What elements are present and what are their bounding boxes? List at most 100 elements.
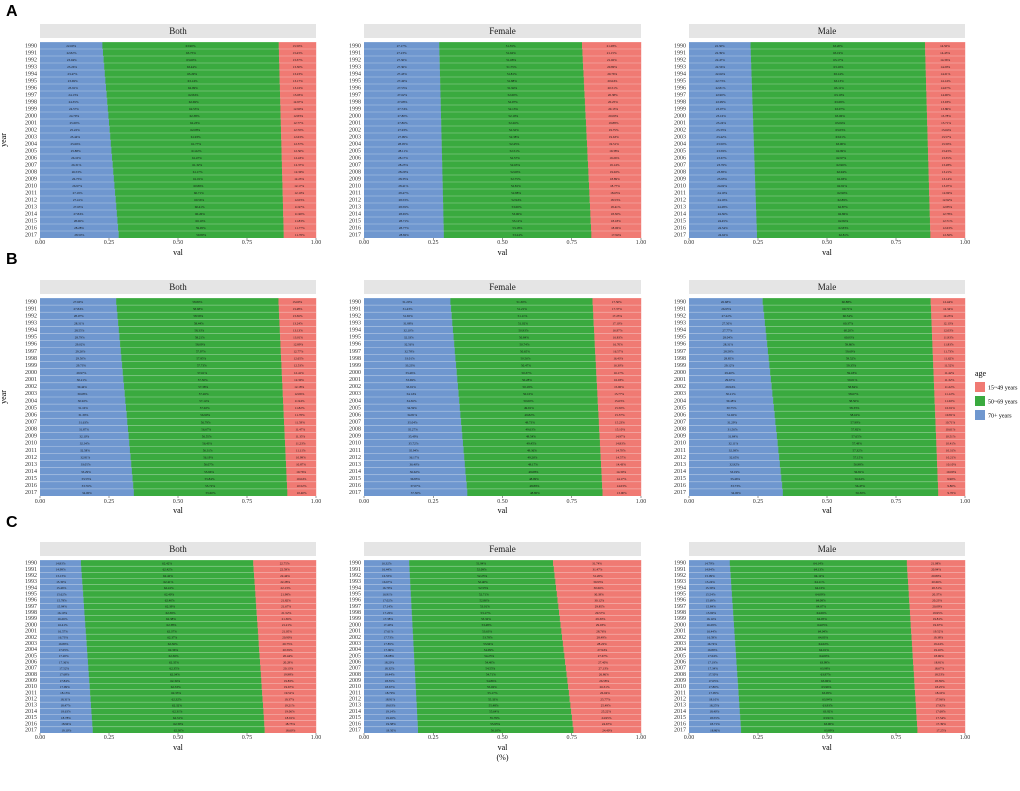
bar-value-label: 18.55%	[710, 716, 720, 720]
y-tick-label: 2016	[674, 225, 686, 231]
bar-value-label: 14.79%	[704, 561, 714, 565]
bar-value-label: 32.81%	[80, 456, 90, 460]
bar-value-label: 25.49%	[601, 704, 611, 708]
y-tick-label: 2007	[25, 666, 37, 672]
y-tick-label: 1999	[349, 363, 361, 369]
bar-value-label: 53.78%	[483, 636, 493, 640]
y-tick-label: 2004	[25, 398, 37, 404]
x-tick-label: 0.50	[173, 240, 184, 246]
bar-value-label: 36.85%	[410, 477, 420, 481]
y-tick-label: 1994	[349, 328, 361, 334]
y-tick-label: 1993	[674, 579, 686, 585]
x-axis-title: val	[173, 743, 184, 752]
bar-value-label: 14.21%	[940, 72, 950, 76]
bar-segment-70-years	[364, 627, 413, 635]
bar-segment-50-69-years	[782, 488, 939, 496]
bar-segment-15-49-years	[909, 597, 966, 604]
bar-segment-50-69-years	[410, 584, 557, 591]
bar-segment-50-69-years	[410, 578, 556, 585]
bar-segment-15-49-years	[279, 56, 317, 63]
bar-value-label: 17.94%	[611, 233, 621, 237]
bar-segment-70-years	[364, 425, 462, 433]
bar-value-label: 18.81%	[934, 660, 944, 664]
bar-value-label: 10.52%	[297, 484, 307, 488]
y-tick-label: 2011	[674, 448, 686, 454]
bar-segment-15-49-years	[911, 634, 966, 641]
bar-value-label: 64.14%	[813, 561, 823, 565]
bar-value-label: 62.90%	[837, 191, 847, 195]
bar-segment-50-69-years	[90, 695, 263, 703]
bar-value-label: 18.65%	[610, 191, 620, 195]
bar-segment-15-49-years	[281, 133, 317, 140]
bar-segment-70-years	[40, 326, 119, 334]
bar-segment-50-69-years	[114, 182, 283, 189]
bar-segment-15-49-years	[599, 439, 642, 447]
y-tick-label: 2006	[674, 412, 686, 418]
y-tick-label: 1992	[25, 573, 37, 579]
bar-value-label: 63.16%	[834, 65, 844, 69]
y-tick-label: 2015	[349, 218, 361, 224]
bar-segment-70-years	[689, 354, 769, 362]
bar-value-label: 53.48%	[482, 623, 492, 627]
bar-segment-50-69-years	[752, 91, 927, 98]
y-tick-label: 2003	[349, 391, 361, 397]
bar-segment-70-years	[689, 652, 737, 659]
y-tick-label: 1998	[674, 356, 686, 362]
bar-segment-50-69-years	[773, 397, 935, 405]
bar-value-label: 12.92%	[942, 198, 952, 202]
bar-value-label: 32.92%	[730, 463, 740, 467]
bar-value-label: 18.06%	[611, 226, 621, 230]
bar-value-label: 23.24%	[716, 121, 726, 125]
bar-segment-50-69-years	[410, 590, 558, 598]
bar-value-label: 63.99%	[820, 660, 830, 664]
bar-segment-15-49-years	[283, 210, 317, 217]
y-tick-label: 2011	[349, 190, 361, 196]
bar-value-label: 21.82%	[281, 599, 291, 603]
bar-segment-15-49-years	[931, 312, 966, 320]
bar-segment-70-years	[689, 210, 757, 217]
bar-value-label: 63.03%	[835, 128, 845, 132]
bar-segment-70-years	[689, 590, 733, 598]
y-tick-label: 1993	[25, 579, 37, 585]
bar-segment-15-49-years	[927, 126, 966, 133]
bar-segment-70-years	[40, 196, 116, 203]
bar-value-label: 30.21%	[726, 392, 736, 396]
y-tick-label: 1998	[25, 99, 37, 105]
bar-value-label: 62.96%	[837, 163, 847, 167]
bar-value-label: 31.29%	[727, 420, 737, 424]
bar-segment-50-69-years	[102, 42, 279, 49]
bar-segment-50-69-years	[125, 397, 284, 405]
bar-segment-15-49-years	[284, 432, 317, 440]
bar-segment-70-years	[40, 382, 125, 390]
bar-value-label: 30.93%	[593, 580, 603, 584]
bar-segment-70-years	[689, 126, 754, 133]
bar-value-label: 11.90%	[295, 212, 305, 216]
bar-segment-15-49-years	[582, 49, 642, 56]
bar-value-label: 16.89%	[707, 648, 717, 652]
bar-value-label: 20.64%	[608, 79, 618, 83]
bar-value-label: 29.26%	[75, 350, 85, 354]
bar-segment-70-years	[40, 91, 107, 98]
bar-segment-50-69-years	[734, 627, 912, 635]
bar-value-label: 63.00%	[836, 142, 846, 146]
bar-value-label: 12.13%	[943, 321, 953, 325]
bar-value-label: 50.19%	[523, 385, 533, 389]
bar-value-label: 12.43%	[294, 156, 304, 160]
bar-value-label: 18.44%	[385, 673, 395, 677]
bar-segment-70-years	[40, 425, 129, 433]
bar-segment-50-69-years	[456, 361, 597, 369]
bar-segment-70-years	[689, 603, 733, 610]
bar-value-label: 29.57%	[595, 611, 605, 615]
bar-segment-15-49-years	[572, 720, 642, 727]
bar-value-label: 16.17%	[614, 371, 624, 375]
bar-value-label: 62.86%	[838, 212, 848, 216]
bar-segment-70-years	[40, 182, 115, 189]
bar-segment-15-49-years	[285, 453, 317, 461]
x-tick-label: 1.00	[311, 499, 322, 505]
bar-value-label: 17.14%	[383, 605, 393, 609]
bar-value-label: 17.37%	[612, 307, 622, 311]
bar-segment-70-years	[40, 368, 123, 376]
bar-segment-50-69-years	[731, 578, 909, 585]
bar-segment-70-years	[364, 84, 441, 91]
